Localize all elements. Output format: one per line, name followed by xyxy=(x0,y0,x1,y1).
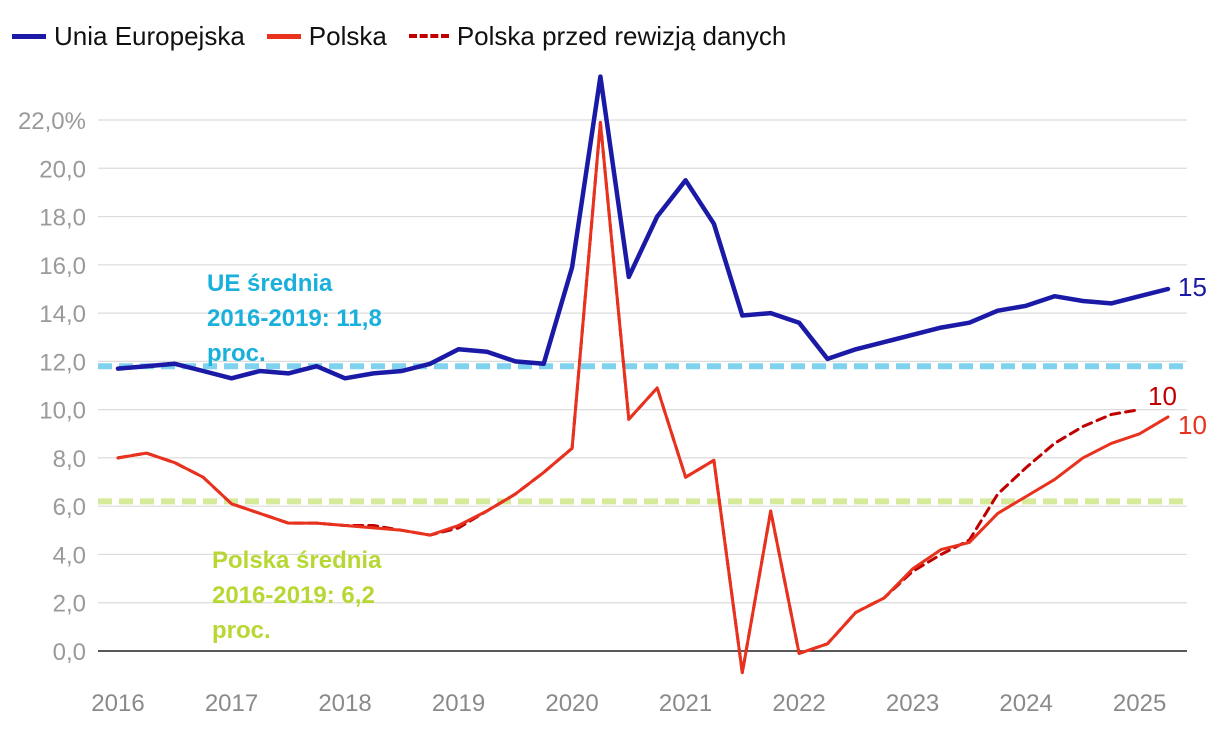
eu-average-note-line1: UE średnia xyxy=(207,270,333,297)
legend-label-eu: Unia Europejska xyxy=(54,20,245,51)
y-tick-label: 0,0 xyxy=(53,639,86,666)
y-tick-label: 8,0 xyxy=(53,446,86,473)
x-tick-label: 2018 xyxy=(318,690,371,717)
x-tick-label: 2017 xyxy=(205,690,258,717)
legend-item-eu[interactable]: Unia Europejska xyxy=(12,21,245,52)
series-end-label: 15 xyxy=(1178,272,1207,302)
y-tick-label: 6,0 xyxy=(53,494,86,521)
x-tick-label: 2016 xyxy=(91,690,144,717)
pl-average-note-line3: proc. xyxy=(212,617,271,644)
y-tick-label: 14,0 xyxy=(39,301,86,328)
reference-lines xyxy=(98,363,1187,505)
x-tick-label: 2021 xyxy=(659,690,712,717)
series-lines xyxy=(115,74,1171,675)
x-tick-label: 2022 xyxy=(772,690,825,717)
series-line xyxy=(116,120,1170,675)
y-tick-label: 16,0 xyxy=(39,253,86,280)
x-tick-label: 2023 xyxy=(886,690,939,717)
legend-label-pl: Polska xyxy=(308,20,387,51)
legend-swatch-pl-prerevision xyxy=(408,34,449,38)
x-tick-label: 2019 xyxy=(432,690,485,717)
legend-item-pl-prerevision[interactable]: Polska przed rewizją danych xyxy=(408,20,787,52)
y-tick-label: 4,0 xyxy=(53,542,86,569)
pl-average-note: Polska średnia 2016-2019: 6,2 proc. xyxy=(212,543,381,648)
gridlines xyxy=(98,119,1187,652)
pl-average-note-line1: Polska średnia xyxy=(212,547,382,574)
eu-average-note-line3: proc. xyxy=(207,340,266,367)
y-axis-labels: 0,0 2,0 4,0 6,0 8,0 10,0 12,0 14,0 16,0 18,0 20,0 2… xyxy=(18,108,86,666)
x-tick-label: 2025 xyxy=(1113,690,1166,717)
legend-item-pl[interactable]: Polska xyxy=(266,20,387,52)
eu-average-note-line2: 2016-2019: 11,8 xyxy=(207,305,382,332)
y-tick-label: 22,0% xyxy=(18,108,86,135)
legend: Unia Europejska Polska Polska przed rewi… xyxy=(12,18,808,54)
legend-swatch-pl xyxy=(266,33,301,39)
y-tick-label: 2,0 xyxy=(53,591,86,618)
x-tick-label: 2024 xyxy=(999,690,1052,717)
pl-average-note-line2: 2016-2019: 6,2 xyxy=(212,582,375,609)
x-tick-label: 2020 xyxy=(545,690,598,717)
y-tick-label: 10,0 xyxy=(39,398,86,425)
series-line xyxy=(115,74,1171,381)
series-end-label: 10 xyxy=(1178,410,1207,440)
y-tick-label: 20,0 xyxy=(39,156,86,183)
series-end-label: 10 xyxy=(1148,381,1177,411)
x-axis-labels: 2016 2017 2018 2019 2020 2021 2022 2023 2024 2025 xyxy=(91,690,1166,717)
y-tick-label: 18,0 xyxy=(39,205,86,232)
legend-swatch-eu xyxy=(12,33,46,39)
eu-average-note: UE średnia 2016-2019: 11,8 proc. xyxy=(207,266,382,371)
legend-label-pl-prerevision: Polska przed rewizją danych xyxy=(456,20,787,51)
y-tick-label: 12,0 xyxy=(39,349,86,376)
